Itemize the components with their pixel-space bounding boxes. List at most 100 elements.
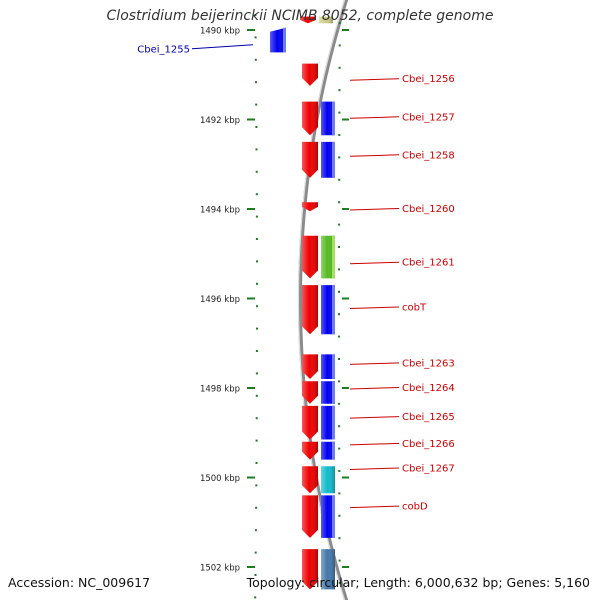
gene-arrow-edge: [283, 27, 286, 53]
minor-tick-right: [338, 89, 341, 92]
minor-tick-left: [254, 14, 257, 16]
gene-arrow-edge: [332, 495, 335, 538]
minor-tick-right: [338, 201, 341, 204]
gene-arrow-edge: [332, 101, 335, 136]
minor-tick-right: [338, 559, 341, 562]
label-leader-line: [349, 116, 400, 119]
major-tick-right: [342, 29, 349, 31]
gene-feature: [321, 549, 335, 590]
minor-tick-left: [254, 58, 257, 61]
gene-arrow-shading: [302, 202, 318, 212]
minor-tick-right: [338, 425, 341, 428]
major-tick-right: [342, 387, 349, 389]
gene-feature: [302, 285, 318, 335]
gene-feature: [321, 235, 335, 279]
minor-tick-right: [338, 313, 340, 316]
minor-tick-left: [255, 417, 258, 420]
minor-tick-left: [254, 529, 257, 532]
gene-feature: [302, 63, 318, 86]
axis-tick-label: 1496 kbp: [200, 295, 240, 305]
gene-label-right: Cbei_1261: [402, 258, 455, 269]
gene-feature: [302, 405, 318, 440]
gene-arrow-shading: [321, 235, 335, 279]
gene-feature: [302, 235, 318, 279]
gene-label-right: cobT: [402, 303, 427, 314]
minor-tick-left: [255, 193, 258, 196]
major-tick-left: [247, 566, 255, 568]
major-tick-left: [247, 387, 255, 389]
gene-feature: [321, 495, 335, 538]
minor-tick-left: [255, 215, 258, 218]
genome-summary: Topology: circular; Length: 6,000,632 bp…: [246, 575, 590, 590]
gene-label-right: Cbei_1266: [402, 439, 455, 450]
label-leader-line: [349, 78, 400, 81]
major-tick-left: [247, 476, 255, 479]
gene-arrow-edge: [332, 441, 335, 460]
minor-tick-left: [255, 126, 258, 128]
minor-tick-left: [255, 506, 258, 509]
minor-tick-right: [338, 111, 341, 114]
gene-arrow-edge: [332, 381, 335, 404]
minor-tick-left: [255, 439, 258, 442]
gene-arrow-shading: [321, 466, 335, 494]
gene-arrow-edge: [332, 141, 335, 178]
minor-tick-left: [256, 305, 258, 308]
genome-title: Clostridium beijerinckii NCIMB 8052, com…: [106, 8, 494, 24]
gene-arrow-shading: [302, 285, 318, 335]
label-leader-line: [349, 505, 400, 509]
gene-label-right: Cbei_1257: [402, 112, 455, 123]
minor-tick-left: [256, 282, 258, 285]
major-tick-right: [342, 208, 349, 210]
minor-tick-left: [255, 462, 258, 464]
gene-feature: [302, 101, 318, 136]
gene-feature: [321, 405, 335, 440]
label-leader-line: [349, 362, 400, 365]
major-tick-left: [247, 118, 255, 121]
label-leader-line: [349, 261, 400, 265]
gene-label-right: Cbei_1263: [402, 358, 455, 369]
gene-label-right: cobD: [402, 502, 428, 513]
accession-label: Accession: NC_009617: [8, 575, 151, 590]
gene-arrow-shading: [319, 16, 333, 24]
minor-tick-right: [338, 470, 341, 472]
minor-tick-left: [255, 170, 258, 173]
label-leader-line: [349, 416, 400, 419]
gene-arrow-shading: [321, 495, 335, 538]
minor-tick-right: [338, 492, 341, 495]
gene-feature: [321, 101, 335, 136]
minor-tick-left: [254, 36, 257, 39]
gene-feature: [321, 354, 335, 379]
gene-feature: [302, 202, 318, 212]
major-tick-right: [342, 476, 349, 479]
gene-arrow-shading: [321, 141, 335, 178]
major-tick-left: [247, 208, 255, 210]
gene-arrow-shading: [302, 549, 318, 590]
major-tick-left: [247, 297, 255, 300]
major-tick-right: [342, 297, 349, 300]
gene-label-right: Cbei_1260: [402, 204, 455, 215]
minor-tick-left: [255, 372, 258, 375]
minor-tick-left: [255, 103, 258, 106]
gene-arrow-shading: [321, 354, 335, 379]
minor-tick-right: [338, 178, 341, 181]
gene-feature: [302, 354, 318, 379]
axis-tick-label: 1498 kbp: [200, 385, 240, 395]
gene-arrow-shading: [302, 405, 318, 440]
gene-feature: [321, 285, 335, 335]
gene-arrow-shading: [302, 441, 318, 460]
minor-tick-right: [338, 246, 340, 248]
gene-arrow-shading: [302, 381, 318, 404]
gene-arrow-shading: [302, 235, 318, 279]
gene-arrow-edge: [332, 405, 335, 440]
gene-arrow-shading: [321, 285, 335, 335]
axis-tick-label: 1494 kbp: [200, 206, 240, 216]
minor-tick-right: [338, 223, 341, 226]
gene-arrow-shading: [270, 27, 286, 53]
gene-arrow-shading: [321, 101, 335, 136]
minor-tick-left: [255, 148, 258, 151]
gene-arrow-edge: [332, 285, 335, 335]
axis-tick-label: 1490 kbp: [200, 27, 240, 37]
gene-feature: [302, 549, 318, 590]
gene-arrow-shading: [321, 405, 335, 440]
